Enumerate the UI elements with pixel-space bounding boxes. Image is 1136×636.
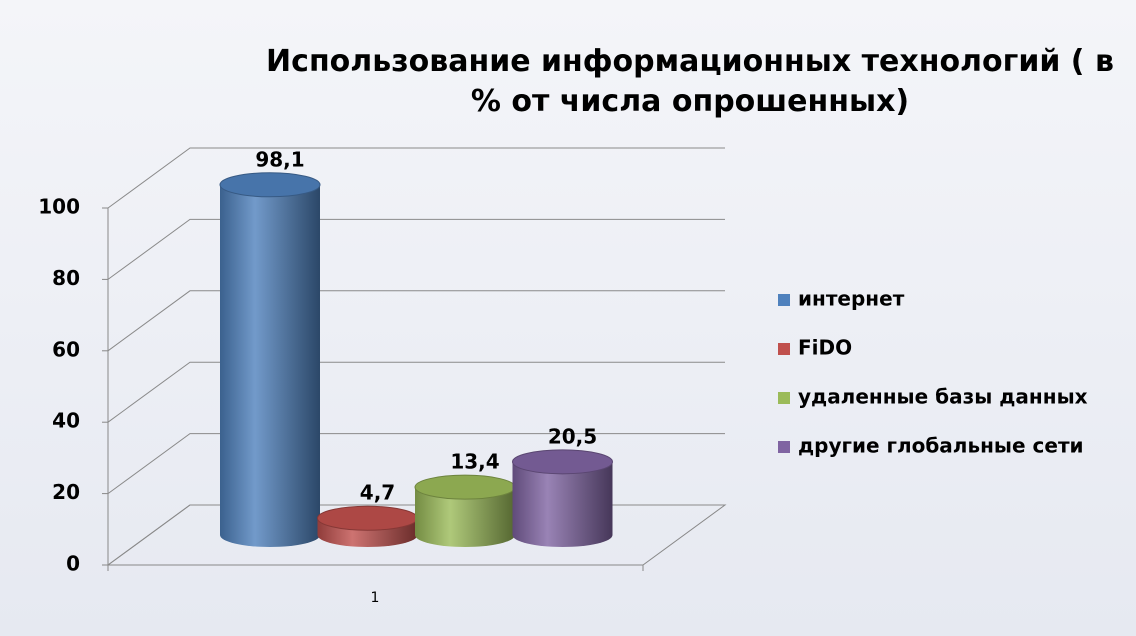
- legend-swatch: [778, 392, 790, 404]
- data-label: 20,5: [548, 424, 597, 448]
- y-tick-label: 20: [52, 480, 80, 504]
- chart-title: Использование информационных технологий …: [266, 44, 1114, 119]
- data-label: 4,7: [360, 481, 395, 505]
- data-label: 98,1: [255, 147, 304, 171]
- legend-label: интернет: [798, 287, 905, 311]
- bar-top: [512, 449, 613, 475]
- bar-top: [414, 474, 516, 500]
- title-line: Использование информационных технологий …: [266, 44, 1114, 79]
- data-label: 13,4: [450, 450, 499, 474]
- grid-line: [107, 361, 725, 423]
- legend-swatch: [778, 343, 790, 355]
- y-tick-label: 100: [38, 195, 80, 219]
- y-tick-label: 80: [52, 266, 80, 290]
- bar: [512, 461, 613, 547]
- bar-top: [317, 505, 418, 531]
- grid-line: [107, 147, 725, 209]
- grid-line: [107, 290, 725, 352]
- title-line: % от числа опрошенных): [471, 84, 909, 119]
- bar: [415, 487, 515, 547]
- legend-label: удаленные базы данных: [798, 385, 1088, 409]
- bar-top: [219, 172, 321, 198]
- grid-line: [107, 433, 725, 495]
- y-tick-label: 40: [52, 409, 80, 433]
- legend-swatch: [778, 294, 790, 306]
- y-tick-label: 0: [66, 552, 80, 576]
- y-tick-label: 60: [52, 337, 80, 361]
- grid-line: [107, 218, 725, 280]
- bar: [220, 184, 320, 547]
- legend-swatch: [778, 441, 790, 453]
- x-tick-label: 1: [371, 590, 380, 606]
- legend-label: FiDO: [798, 336, 852, 360]
- legend-label: другие глобальные сети: [798, 434, 1084, 458]
